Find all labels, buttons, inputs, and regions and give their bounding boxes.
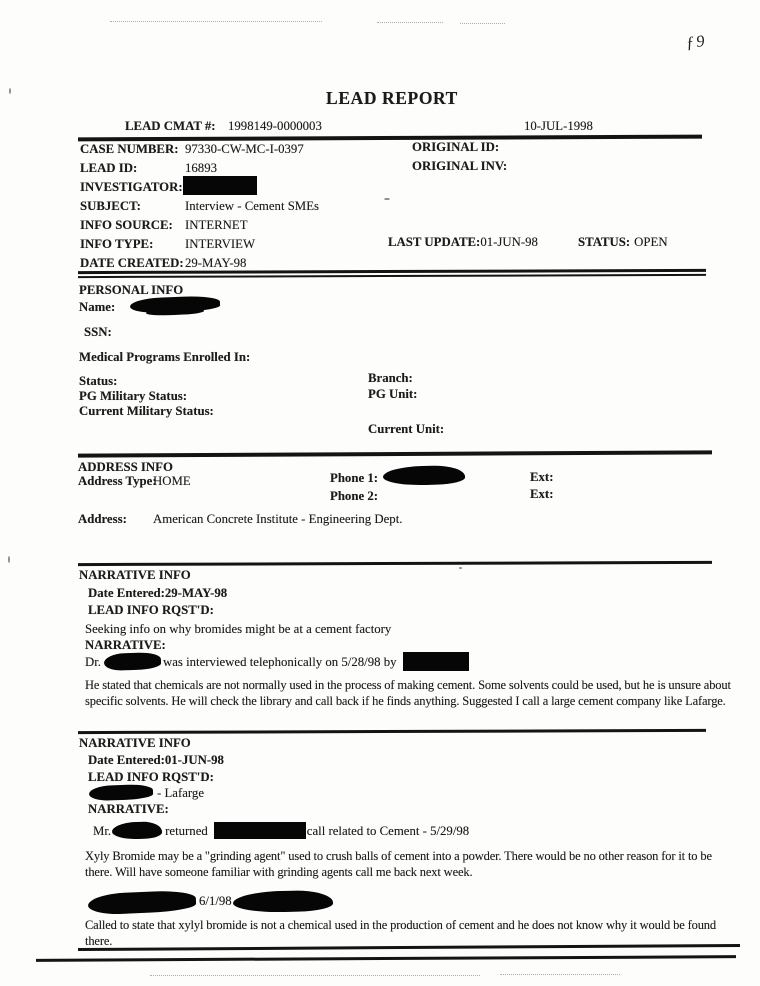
narrative1-paragraph: He stated that chemicals are not normall… — [85, 678, 731, 708]
section-divider-rule — [77, 450, 713, 458]
status-value: OPEN — [634, 235, 668, 249]
status-field: STATUS: OPEN — [578, 235, 668, 250]
narrative2-followup-line: 6/1/98 — [87, 889, 333, 916]
redaction-followup-right — [232, 889, 333, 914]
call-middle: returned — [165, 824, 208, 838]
scan-artifact-line — [500, 974, 620, 975]
address-info-section-title: ADDRESS INFO — [78, 460, 173, 474]
section-divider-rule — [77, 728, 707, 735]
date-created-value: 29-MAY-98 — [185, 256, 247, 270]
address-value: American Concrete Institute - Engineerin… — [153, 512, 403, 526]
scan-speck — [9, 88, 11, 94]
narrative2-rqstd-line: - Lafarge — [88, 783, 205, 802]
ssn-label: SSN: — [84, 325, 112, 339]
scan-speck — [8, 556, 10, 563]
redaction-interviewer-name — [402, 652, 469, 671]
info-type-value: INTERVIEW — [185, 237, 256, 251]
call-suffix: call related to Cement - 5/29/98 — [306, 824, 470, 838]
current-unit-label: Current Unit: — [368, 422, 445, 436]
address-type-label: Address Type: — [78, 474, 157, 488]
scan-artifact-line — [377, 22, 443, 23]
status-label: STATUS: — [578, 235, 631, 249]
narrative2-section-title: NARRATIVE INFO — [79, 736, 191, 750]
redaction-callee-name — [213, 822, 306, 839]
narrative2-paragraph1: Xyly Bromide may be a "grinding agent" u… — [85, 849, 712, 879]
scan-artifact-line — [150, 975, 480, 976]
case-number-label: CASE NUMBER: — [80, 142, 179, 156]
case-number-value: 97330-CW-MC-I-0397 — [185, 142, 304, 156]
original-id-label: ORIGINAL ID: — [412, 140, 500, 154]
phone1-label: Phone 1: — [330, 471, 378, 485]
document-title: LEAD REPORT — [326, 88, 458, 108]
ext1-label: Ext: — [530, 470, 554, 484]
redaction-phone1 — [382, 464, 466, 487]
narrative1-interview-line: Dr. was interviewed telephonically on 5/2… — [85, 652, 469, 671]
handwritten-page-mark: ƒ9 — [684, 30, 708, 53]
address-type-value: HOME — [153, 474, 191, 488]
last-update-value: 01-JUN-98 — [480, 235, 538, 249]
narrative1-lead-info-rqstd-label: LEAD INFO RQST'D: — [88, 603, 214, 617]
personal-info-section-title: PERSONAL INFO — [79, 283, 184, 297]
pg-military-status-label: PG Military Status: — [79, 389, 188, 403]
redaction-interviewee-name — [103, 652, 162, 671]
address-label: Address: — [78, 512, 127, 526]
subject-value: Interview - Cement SMEs — [185, 199, 319, 213]
status-personal-label: Status: — [79, 374, 118, 388]
info-source-label: INFO SOURCE: — [80, 218, 173, 232]
scan-speck — [459, 567, 462, 569]
date-created-label: DATE CREATED: — [80, 256, 184, 270]
narrative1-date-entered: Date Entered:29-MAY-98 — [88, 586, 228, 600]
lead-cmat-label: LEAD CMAT #: — [125, 119, 216, 133]
call-prefix: Mr. — [93, 824, 112, 838]
scan-speck — [384, 198, 390, 200]
redaction-followup-left — [87, 889, 197, 916]
lead-id-value: 16893 — [185, 161, 217, 175]
narrative1-lead-info-rqstd-text: Seeking info on why bromides might be at… — [85, 622, 392, 636]
header-divider-rule — [77, 134, 703, 142]
ext2-label: Ext: — [530, 487, 554, 501]
footer-rule-bottom — [35, 955, 737, 962]
pg-unit-label: PG Unit: — [368, 387, 418, 401]
branch-label: Branch: — [368, 371, 413, 385]
rqstd-suffix: - Lafarge — [157, 786, 205, 800]
phone2-label: Phone 2: — [330, 489, 378, 503]
name-label: Name: — [79, 300, 116, 314]
scan-artifact-line — [460, 23, 505, 24]
last-update-field: LAST UPDATE:01-JUN-98 — [388, 235, 538, 250]
narrative2-narrative-label: NARRATIVE: — [88, 802, 169, 816]
subject-label: SUBJECT: — [80, 199, 141, 213]
narrative1-section-title: NARRATIVE INFO — [79, 568, 191, 582]
section-divider-rule — [77, 273, 707, 279]
lead-cmat-value: 1998149-0000003 — [228, 119, 322, 133]
investigator-label: INVESTIGATOR: — [80, 180, 183, 194]
redaction-investigator — [183, 176, 257, 195]
redaction-rqstd-name — [88, 783, 154, 802]
info-source-value: INTERNET — [185, 218, 248, 232]
interview-prefix: Dr. — [85, 655, 101, 669]
current-military-status-label: Current Military Status: — [79, 404, 214, 418]
followup-date: 6/1/98 — [199, 894, 232, 908]
narrative1-narrative-label: NARRATIVE: — [85, 638, 166, 652]
info-type-label: INFO TYPE: — [80, 237, 154, 251]
narrative2-call-line: Mr. returned call related to Cement - 5/29… — [93, 821, 470, 840]
narrative2-lead-info-rqstd-label: LEAD INFO RQST'D: — [88, 770, 214, 784]
section-divider-rule — [77, 560, 713, 567]
narrative2-date-entered: Date Entered:01-JUN-98 — [88, 753, 224, 767]
narrative2-paragraph2: Called to state that xylyl bromide is no… — [85, 918, 717, 948]
report-date: 10-JUL-1998 — [524, 119, 593, 133]
lead-id-label: LEAD ID: — [80, 161, 138, 175]
interview-middle: was interviewed telephonically on 5/28/9… — [163, 655, 397, 669]
original-inv-label: ORIGINAL INV: — [412, 159, 508, 173]
last-update-label: LAST UPDATE: — [388, 235, 481, 249]
medical-programs-label: Medical Programs Enrolled In: — [79, 350, 251, 364]
redaction-caller-name — [111, 821, 163, 840]
scan-artifact-line — [110, 21, 322, 22]
